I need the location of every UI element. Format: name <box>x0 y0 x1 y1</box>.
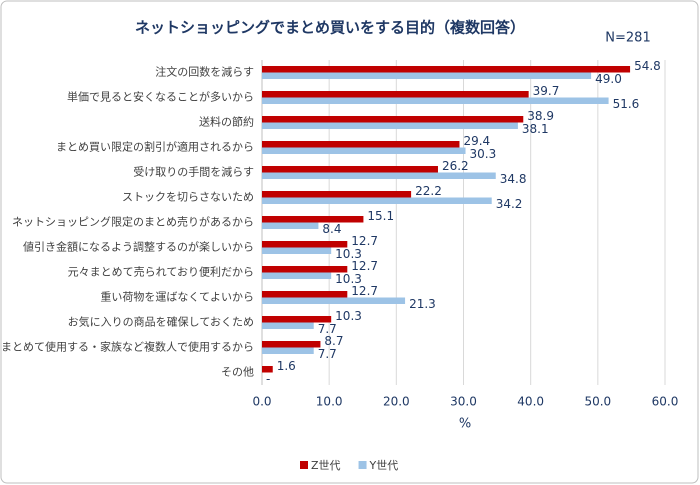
value-label: 10.3 <box>335 247 362 261</box>
value-label: 10.3 <box>335 272 362 286</box>
y-tick-label: 単価で見ると安くなることが多いから <box>67 90 254 104</box>
y-tick-label: 元々まとめて売られており便利だから <box>68 266 254 279</box>
legend-label: Y世代 <box>369 459 399 472</box>
bar <box>262 266 348 273</box>
value-label: 12.7 <box>351 234 378 248</box>
bar <box>262 272 332 279</box>
value-label: 10.3 <box>335 309 362 323</box>
value-label: 38.9 <box>527 109 554 123</box>
annotation: N=281 <box>605 31 650 46</box>
y-tick-label: まとめ買い限定の割引が適用されるから <box>56 140 254 154</box>
value-label: 12.7 <box>351 284 378 298</box>
value-label: 38.1 <box>522 122 549 136</box>
bar <box>262 341 321 348</box>
bar <box>262 241 348 248</box>
y-tick-label: 値引き金額になるよう調整するのが楽しいから <box>23 240 254 254</box>
bar <box>262 197 492 204</box>
bar <box>262 291 348 298</box>
value-label: 34.2 <box>496 197 523 211</box>
bar <box>262 366 273 373</box>
value-label: 15.1 <box>367 209 394 223</box>
value-label: 39.7 <box>533 84 560 98</box>
y-tick-label: 受け取りの手間を減らす <box>133 165 254 179</box>
bar <box>262 247 332 254</box>
legend-swatch <box>300 461 308 469</box>
value-label: 51.6 <box>613 97 640 111</box>
value-label: 54.8 <box>634 59 661 73</box>
x-tick-label: 30.0 <box>450 395 477 409</box>
value-label: - <box>266 372 270 386</box>
legend-label: Z世代 <box>311 459 341 472</box>
legend-swatch <box>358 461 367 469</box>
x-tick-label: 0.0 <box>252 395 271 409</box>
value-label: 34.8 <box>500 172 527 186</box>
bar <box>262 116 524 123</box>
value-label: 21.3 <box>409 297 436 311</box>
value-label: 29.4 <box>463 134 490 148</box>
bar <box>262 222 319 229</box>
bar <box>262 97 609 104</box>
value-label: 22.2 <box>415 184 442 198</box>
bar <box>262 316 332 323</box>
value-label: 12.7 <box>351 259 378 273</box>
value-label: 49.0 <box>595 72 622 86</box>
value-label: 26.2 <box>442 159 469 173</box>
bar <box>262 91 529 98</box>
x-tick-label: 20.0 <box>383 395 410 409</box>
x-tick-label: 50.0 <box>584 395 611 409</box>
x-tick-label: 60.0 <box>652 395 679 409</box>
y-tick-label: 重い荷物を運ばなくてよいから <box>100 290 254 304</box>
y-tick-label: 注文の回数を減らす <box>155 65 254 79</box>
bar <box>262 191 412 198</box>
x-tick-label: 10.0 <box>316 395 343 409</box>
y-tick-label: まとめて使用する・家族など複数人で使用するから <box>1 340 254 354</box>
y-tick-label: その他 <box>221 366 254 379</box>
value-label: 7.7 <box>318 347 337 361</box>
bar <box>262 297 406 304</box>
bar <box>262 147 466 154</box>
y-tick-label: お気に入りの商品を確保しておくため <box>68 315 254 329</box>
value-label: 1.6 <box>277 359 296 373</box>
chart-title: ネットショッピングでまとめ買いをする目的（複数回答） <box>135 19 525 37</box>
value-label: 8.4 <box>322 222 341 236</box>
y-tick-label: 送料の節約 <box>199 115 254 129</box>
bar <box>262 122 518 129</box>
y-tick-label: ネットショッピング限定のまとめ売りがあるから <box>12 215 254 229</box>
bar <box>262 72 592 79</box>
bar <box>262 66 631 73</box>
bar <box>262 216 364 223</box>
y-tick-label: ストックを切らさないため <box>122 191 254 204</box>
value-label: 30.3 <box>470 147 497 161</box>
value-label: 7.7 <box>318 322 337 336</box>
bar <box>262 166 438 173</box>
bar <box>262 322 314 329</box>
bar <box>262 347 314 354</box>
bar <box>262 141 460 148</box>
x-tick-label: 40.0 <box>517 395 544 409</box>
value-label: 8.7 <box>324 334 343 348</box>
x-axis-label: % <box>459 417 471 432</box>
bar <box>262 172 496 179</box>
